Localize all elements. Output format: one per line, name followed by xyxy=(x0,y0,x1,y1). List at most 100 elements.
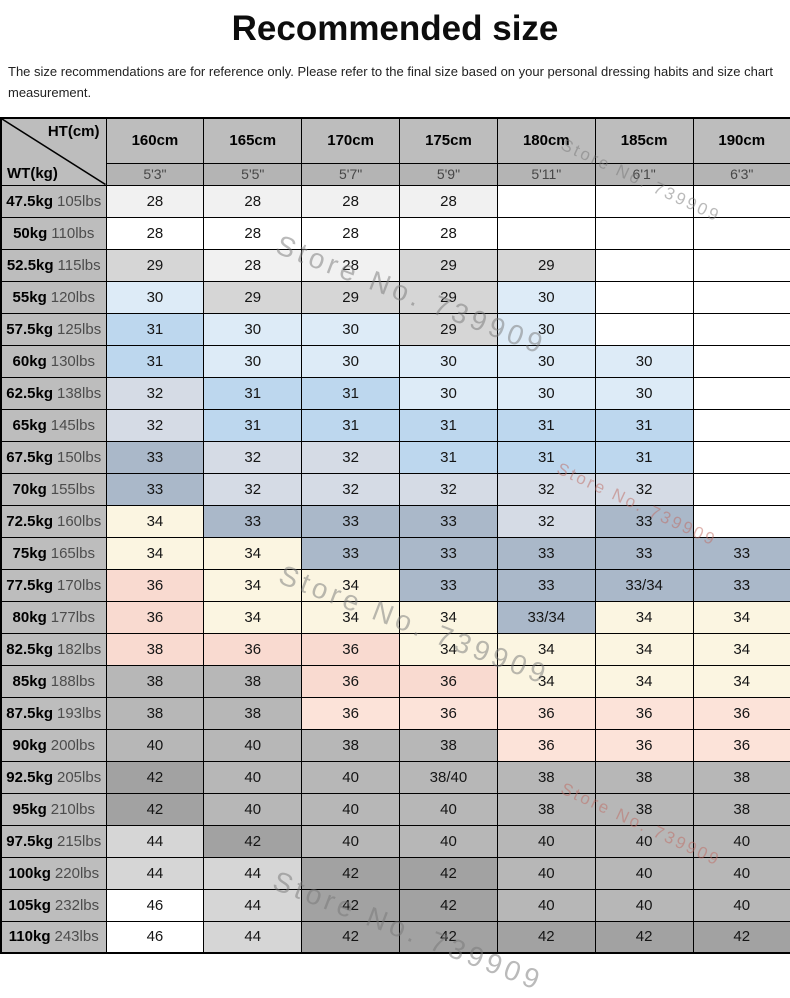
size-cell: 31 xyxy=(496,440,596,474)
size-cell: 38 xyxy=(692,760,790,794)
size-cell: 33 xyxy=(203,504,303,538)
size-cell: 36 xyxy=(105,568,205,602)
size-cell: 38 xyxy=(594,760,694,794)
row-weight-lbs: 193lbs xyxy=(57,704,102,722)
row-header-95kg: 95kg 210lbs xyxy=(0,792,107,826)
size-cell: 38 xyxy=(105,632,205,666)
size-cell: 46 xyxy=(105,920,205,954)
size-cell: 40 xyxy=(301,792,401,826)
row-weight-kg: 97.5kg xyxy=(6,832,53,850)
size-cell: 32 xyxy=(301,472,401,506)
size-cell: 30 xyxy=(399,376,498,410)
size-cell: 33 xyxy=(594,536,694,570)
size-cell: 30 xyxy=(594,344,694,378)
size-cell: 29 xyxy=(105,248,205,282)
size-cell: 40 xyxy=(594,856,694,890)
table-row: 82.5kg 182lbs 38 36 36 34 34 34 34 xyxy=(0,632,790,666)
col-subheader-feet: 5'9" xyxy=(399,162,498,186)
row-header-80kg: 80kg 177lbs xyxy=(0,600,107,634)
size-cell xyxy=(692,248,790,282)
size-cell: 40 xyxy=(203,792,303,826)
size-cell: 34 xyxy=(692,632,790,666)
size-cell: 40 xyxy=(399,824,498,858)
size-cell: 31 xyxy=(496,408,596,442)
size-cell: 36 xyxy=(399,664,498,698)
size-cell: 36 xyxy=(594,696,694,730)
size-cell: 32 xyxy=(496,504,596,538)
table-row: 90kg 200lbs 40 40 38 38 36 36 36 xyxy=(0,728,790,762)
size-cell: 30 xyxy=(399,344,498,378)
size-cell: 42 xyxy=(496,920,596,954)
size-cell: 29 xyxy=(496,248,596,282)
row-weight-kg: 82.5kg xyxy=(6,640,53,658)
table-row: 110kg 243lbs 46 44 42 42 42 42 42 xyxy=(0,920,790,954)
size-cell: 28 xyxy=(301,248,401,282)
size-cell: 30 xyxy=(203,312,303,346)
size-cell: 30 xyxy=(301,312,401,346)
row-header-60kg: 60kg 130lbs xyxy=(0,344,107,378)
size-cell: 34 xyxy=(594,600,694,634)
size-cell: 32 xyxy=(203,472,303,506)
row-weight-lbs: 243lbs xyxy=(54,928,99,946)
size-cell: 40 xyxy=(496,824,596,858)
row-weight-lbs: 215lbs xyxy=(57,832,102,850)
size-cell: 38 xyxy=(301,728,401,762)
size-cell xyxy=(692,280,790,314)
size-cell: 33 xyxy=(496,568,596,602)
size-cell: 28 xyxy=(105,184,205,218)
row-header-110kg: 110kg 243lbs xyxy=(0,920,107,954)
height-axis-label: HT(cm) xyxy=(47,123,100,140)
col-subheader-feet: 6'1" xyxy=(594,162,694,186)
size-cell: 34 xyxy=(105,504,205,538)
size-cell: 31 xyxy=(105,312,205,346)
row-weight-kg: 70kg xyxy=(12,480,47,498)
row-header-62.5kg: 62.5kg 138lbs xyxy=(0,376,107,410)
size-cell: 33 xyxy=(692,568,790,602)
col-header-170cm: 170cm xyxy=(301,117,401,164)
size-cell: 34 xyxy=(105,536,205,570)
table-row: 72.5kg 160lbs 34 33 33 33 32 33 xyxy=(0,504,790,538)
size-cell: 28 xyxy=(399,216,498,250)
row-header-77.5kg: 77.5kg 170lbs xyxy=(0,568,107,602)
size-cell: 36 xyxy=(692,696,790,730)
row-header-47.5kg: 47.5kg 105lbs xyxy=(0,184,107,218)
size-cell: 42 xyxy=(301,920,401,954)
row-weight-lbs: 232lbs xyxy=(54,896,100,914)
table-row: 50kg 110lbs 28 28 28 28 xyxy=(0,216,790,250)
size-cell: 38 xyxy=(594,792,694,826)
size-cell: 44 xyxy=(203,888,303,922)
size-cell xyxy=(692,472,790,506)
size-chart-table: HT(cm) WT(kg) 160cm 165cm 170cm 175cm 180cm 185… xyxy=(0,117,790,954)
size-cell: 33 xyxy=(399,568,498,602)
row-weight-kg: 87.5kg xyxy=(6,704,53,722)
size-cell: 36 xyxy=(301,664,401,698)
size-cell: 33 xyxy=(105,472,205,506)
size-cell xyxy=(594,280,694,314)
size-cell: 32 xyxy=(301,440,401,474)
size-cell: 40 xyxy=(301,760,401,794)
size-cell: 40 xyxy=(203,728,303,762)
table-row: 97.5kg 215lbs 44 42 40 40 40 40 40 xyxy=(0,824,790,858)
row-weight-lbs: 145lbs xyxy=(50,416,95,434)
row-weight-kg: 57.5kg xyxy=(6,320,53,338)
table-row: 47.5kg 105lbs 28 28 28 28 xyxy=(0,184,790,218)
size-cell: 40 xyxy=(105,728,205,762)
size-cell: 29 xyxy=(301,280,401,314)
row-header-85kg: 85kg 188lbs xyxy=(0,664,107,698)
size-cell: 29 xyxy=(399,280,498,314)
size-cell: 40 xyxy=(692,856,790,890)
size-cell: 28 xyxy=(399,184,498,218)
size-cell: 28 xyxy=(301,184,401,218)
size-cell: 38 xyxy=(496,792,596,826)
size-cell: 38/40 xyxy=(399,760,498,794)
size-cell xyxy=(692,184,790,218)
size-cell: 38 xyxy=(399,728,498,762)
size-cell: 30 xyxy=(496,312,596,346)
col-subheader-feet: 5'3" xyxy=(105,162,205,186)
size-cell xyxy=(692,376,790,410)
size-cell: 42 xyxy=(594,920,694,954)
size-cell xyxy=(692,216,790,250)
row-header-70kg: 70kg 155lbs xyxy=(0,472,107,506)
row-weight-kg: 77.5kg xyxy=(6,576,53,594)
size-cell: 33 xyxy=(399,536,498,570)
